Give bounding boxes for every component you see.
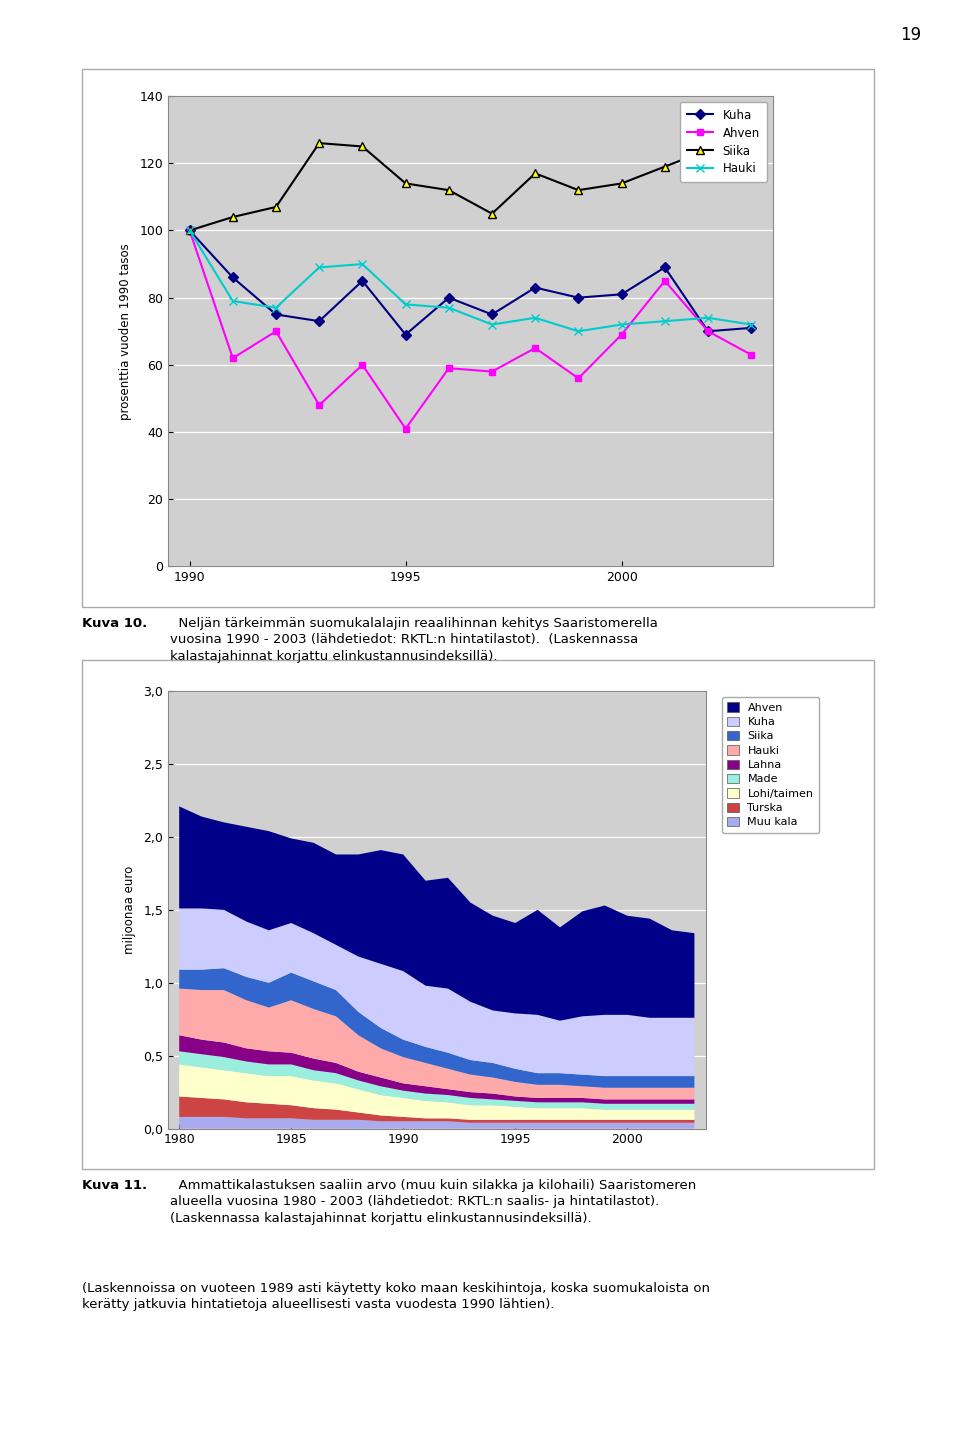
Siika [529,165,540,182]
Siika [486,205,497,222]
Hauki [444,300,455,317]
Siika [399,175,411,192]
Siika [660,158,671,175]
Ahven [529,340,540,357]
Hauki [183,222,195,239]
Hauki [486,315,497,333]
Hauki [313,258,324,275]
Siika [356,138,368,155]
Text: (Laskennoissa on vuoteen 1989 asti käytetty koko maan keskihintoja, koska suomuk: (Laskennoissa on vuoteen 1989 asti käyte… [82,1282,709,1312]
Kuha [486,305,497,323]
Kuha [529,280,540,297]
Hauki [703,310,714,327]
Kuha [183,222,195,239]
Ahven [183,222,195,239]
Kuha [313,313,324,330]
Ahven [271,323,282,340]
Kuha [615,285,627,303]
Legend: Kuha, Ahven, Siika, Hauki: Kuha, Ahven, Siika, Hauki [680,102,767,182]
Siika [183,222,195,239]
Ahven [660,272,671,290]
Hauki [615,315,627,333]
Text: 19: 19 [900,26,922,44]
Text: Ammattikalastuksen saaliin arvo (muu kuin silakka ja kilohaili) Saaristomeren
al: Ammattikalastuksen saaliin arvo (muu kui… [170,1179,696,1225]
Kuha [356,272,368,290]
Siika [615,175,627,192]
Siika [745,120,756,138]
Kuha [572,290,584,307]
Y-axis label: prosenttia vuoden 1990 tasos: prosenttia vuoden 1990 tasos [119,242,132,420]
Siika [572,182,584,199]
Ahven [615,326,627,343]
Text: Neljän tärkeimmän suomukalalajin reaalihinnan kehitys Saaristomerella
vuosina 19: Neljän tärkeimmän suomukalalajin reaalih… [170,617,658,663]
Kuha [271,305,282,323]
Hauki [356,255,368,272]
Hauki [399,295,411,313]
Ahven [572,370,584,387]
Hauki [529,310,540,327]
Siika [444,182,455,199]
Hauki [660,313,671,330]
Siika [228,208,239,225]
Kuha [399,326,411,343]
Ahven [745,346,756,363]
Ahven [486,363,497,380]
Ahven [356,356,368,373]
Siika [703,141,714,158]
Line: Kuha: Kuha [186,227,755,338]
Text: Kuva 10.: Kuva 10. [82,617,147,630]
Kuha [660,258,671,275]
Ahven [399,420,411,437]
Ahven [228,350,239,367]
Text: Kuva 11.: Kuva 11. [82,1179,147,1192]
Ahven [444,360,455,377]
Line: Ahven: Ahven [186,227,755,432]
Hauki [271,300,282,317]
Kuha [228,270,239,287]
Kuha [444,290,455,307]
Siika [271,198,282,215]
Hauki [745,315,756,333]
Line: Hauki: Hauki [185,227,756,336]
Hauki [572,323,584,340]
Y-axis label: miljoonaa euro: miljoonaa euro [123,866,136,954]
Legend: Ahven, Kuha, Siika, Hauki, Lahna, Made, Lohi/taimen, Turska, Muu kala: Ahven, Kuha, Siika, Hauki, Lahna, Made, … [722,697,819,833]
Kuha [745,320,756,337]
Kuha [703,323,714,340]
Ahven [313,397,324,414]
Siika [313,135,324,152]
Hauki [228,293,239,310]
Ahven [703,323,714,340]
Line: Siika: Siika [185,126,756,235]
